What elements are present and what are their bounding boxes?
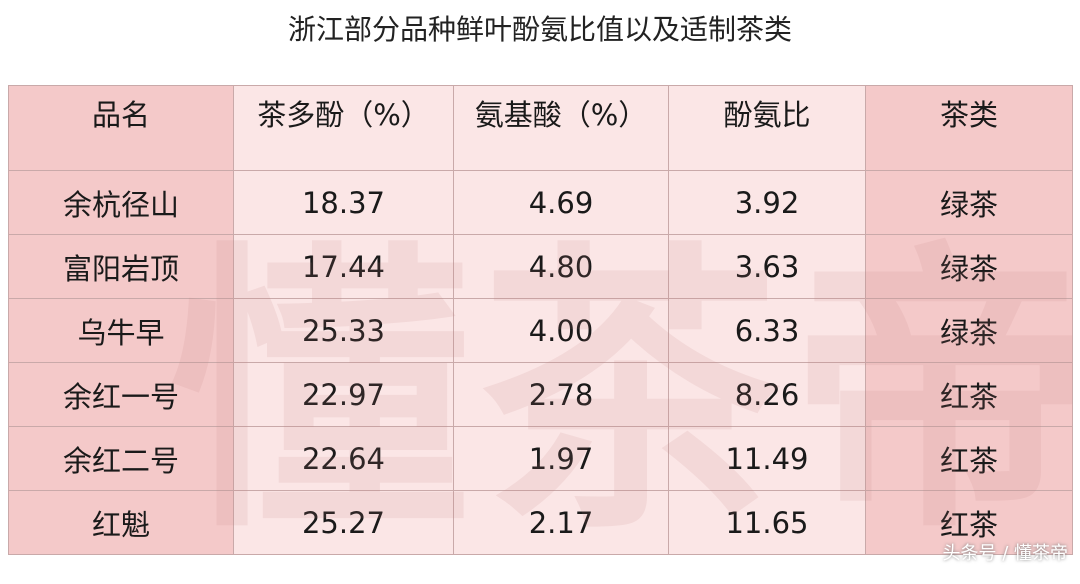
- table-row: 富阳岩顶 17.44 4.80 3.63 绿茶: [8, 234, 1073, 299]
- table-cell: 乌牛早: [8, 298, 234, 363]
- table-row: 余红二号 22.64 1.97 11.49 红茶: [8, 426, 1073, 491]
- table-cell: 4.69: [453, 170, 669, 235]
- table-cell: 25.33: [233, 298, 454, 363]
- table-cell: 2.17: [453, 490, 669, 555]
- credit: 头条号 / 懂茶帝: [942, 543, 1068, 564]
- table-cell: 绿茶: [865, 298, 1073, 363]
- table-cell: 绿茶: [865, 170, 1073, 235]
- table-cell: 4.00: [453, 298, 669, 363]
- table-cell: 红茶: [865, 426, 1073, 491]
- table-cell: 余杭径山: [8, 170, 234, 235]
- table-cell: 余红二号: [8, 426, 234, 491]
- table-cell: 余红一号: [8, 362, 234, 427]
- table-cell: 18.37: [233, 170, 454, 235]
- header-cell: 酚氨比: [668, 85, 866, 171]
- table-cell: 4.80: [453, 234, 669, 299]
- data-table: 品名 茶多酚（%） 氨基酸（%） 酚氨比 茶类 余杭径山 18.37 4.69 3.92 绿茶富…: [8, 85, 1073, 555]
- table-cell: 1.97: [453, 426, 669, 491]
- table-cell: 3.63: [668, 234, 866, 299]
- header-cell: 氨基酸（%）: [453, 85, 669, 171]
- table-row: 余杭径山 18.37 4.69 3.92 绿茶: [8, 170, 1073, 235]
- table-cell: 红魁: [8, 490, 234, 555]
- table-cell: 富阳岩顶: [8, 234, 234, 299]
- table-cell: 22.64: [233, 426, 454, 491]
- table-row: 余红一号 22.97 2.78 8.26 红茶: [8, 362, 1073, 427]
- header-cell: 品名: [8, 85, 234, 171]
- header-cell: 茶多酚（%）: [233, 85, 454, 171]
- table-cell: 2.78: [453, 362, 669, 427]
- table-cell: 3.92: [668, 170, 866, 235]
- table-cell: 绿茶: [865, 234, 1073, 299]
- table-cell: 8.26: [668, 362, 866, 427]
- table-cell: 11.49: [668, 426, 866, 491]
- table-cell: 红茶: [865, 362, 1073, 427]
- table-cell: 红茶: [865, 490, 1073, 555]
- title: 浙江部分品种鲜叶酚氨比值以及适制茶类: [287, 13, 792, 46]
- table-cell: 11.65: [668, 490, 866, 555]
- table-cell: 6.33: [668, 298, 866, 363]
- table-cell: 25.27: [233, 490, 454, 555]
- table-row: 红魁 25.27 2.17 11.65 红茶: [8, 490, 1073, 555]
- page: {"title": "浙江部分品种鲜叶酚氨比值以及适制茶类", "table":…: [8, 13, 1080, 568]
- table-row: 乌牛早 25.33 4.00 6.33 绿茶: [8, 298, 1073, 363]
- table-cell: 22.97: [233, 362, 454, 427]
- header-row: 品名 茶多酚（%） 氨基酸（%） 酚氨比 茶类: [8, 85, 1073, 171]
- table-cell: 17.44: [233, 234, 454, 299]
- header-cell: 茶类: [865, 85, 1073, 171]
